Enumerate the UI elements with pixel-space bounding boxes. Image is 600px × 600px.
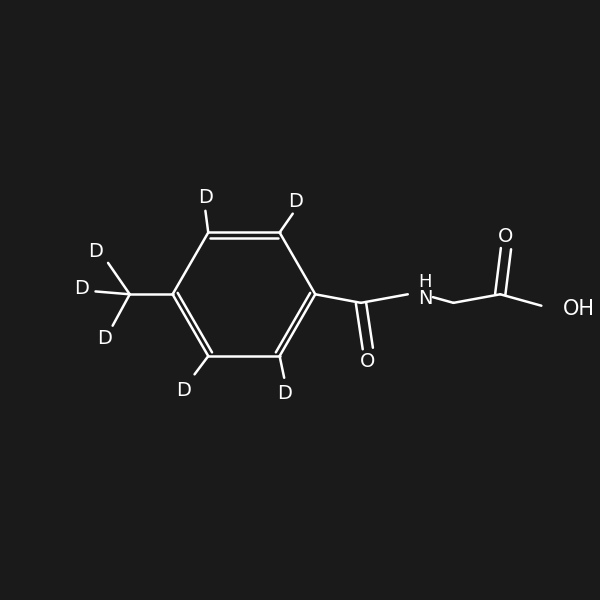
Text: D: D: [176, 381, 191, 400]
Text: D: D: [277, 383, 292, 403]
Text: OH: OH: [563, 299, 595, 319]
Text: N: N: [418, 289, 432, 308]
Text: D: D: [288, 191, 303, 211]
Text: D: D: [88, 242, 103, 261]
Text: D: D: [74, 279, 89, 298]
Text: O: O: [360, 352, 376, 371]
Text: D: D: [97, 329, 112, 348]
Text: D: D: [198, 188, 213, 206]
Text: H: H: [418, 273, 431, 291]
Text: O: O: [498, 227, 514, 245]
